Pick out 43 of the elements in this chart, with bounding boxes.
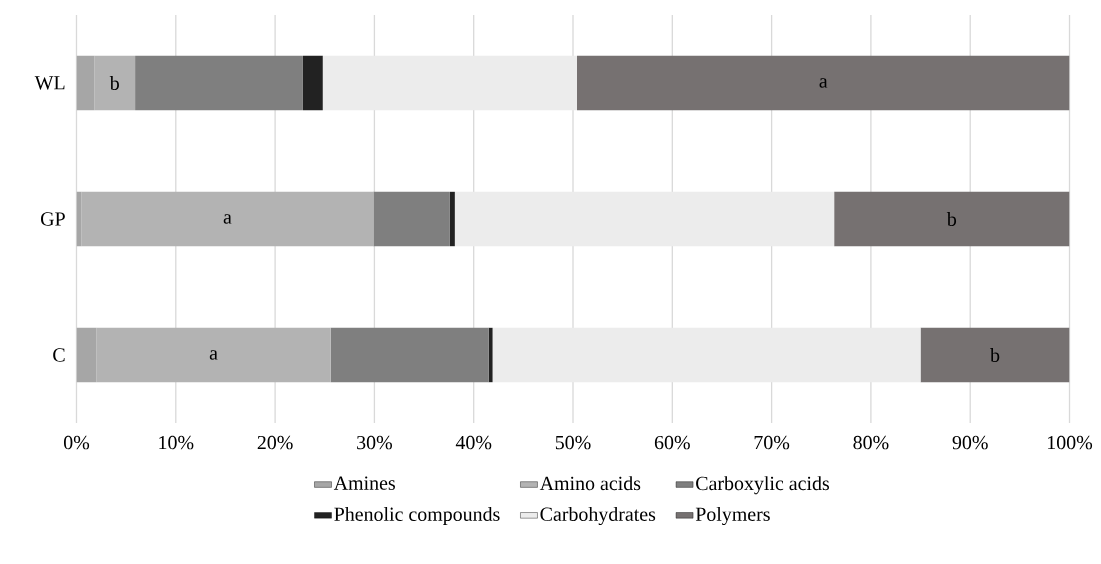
bar xyxy=(322,55,577,111)
x-tick-label: 60% xyxy=(654,435,690,450)
data-label: b xyxy=(109,75,119,90)
legend-label: Phenolic compounds xyxy=(334,506,500,526)
bar xyxy=(449,191,455,247)
x-tick-label: 40% xyxy=(455,435,492,450)
bar xyxy=(81,191,374,247)
x-tick-label: 50% xyxy=(555,435,591,450)
y-tick-label: GP xyxy=(41,212,65,226)
bar xyxy=(96,327,331,383)
x-tick-label: 20% xyxy=(257,435,293,450)
data-label: a xyxy=(819,78,828,88)
data-label: a xyxy=(223,214,232,224)
bar xyxy=(302,55,323,111)
bar xyxy=(94,55,136,111)
legend-label: Amino acids xyxy=(539,476,641,491)
y-tick-label: C xyxy=(53,348,65,362)
bar xyxy=(576,55,1070,111)
bar xyxy=(76,55,95,111)
bar xyxy=(834,191,1070,247)
x-tick-label: 0% xyxy=(63,435,90,450)
data-label: a xyxy=(209,350,218,360)
x-tick-label: 80% xyxy=(853,435,889,450)
bar xyxy=(135,55,303,111)
x-tick-label: 90% xyxy=(952,435,988,450)
x-tick-label: 10% xyxy=(159,435,194,450)
data-label: b xyxy=(946,211,957,226)
x-tick-label: 30% xyxy=(357,435,392,450)
x-tick-label: 70% xyxy=(754,435,790,450)
legend-label: Polymers xyxy=(695,506,770,526)
legend-label: Amines xyxy=(333,476,395,490)
legend-label: Carboxylic acids xyxy=(696,476,829,495)
bar xyxy=(454,191,835,247)
bar xyxy=(492,327,921,383)
bar xyxy=(488,327,493,383)
data-label: b xyxy=(990,347,1000,362)
bar xyxy=(373,191,450,247)
x-tick-label: 100% xyxy=(1048,435,1093,450)
bar xyxy=(920,327,1070,383)
y-tick-label: WL xyxy=(34,76,65,90)
bar xyxy=(330,327,489,383)
legend-label: Carbohydrates xyxy=(540,506,656,526)
bar xyxy=(76,327,97,383)
